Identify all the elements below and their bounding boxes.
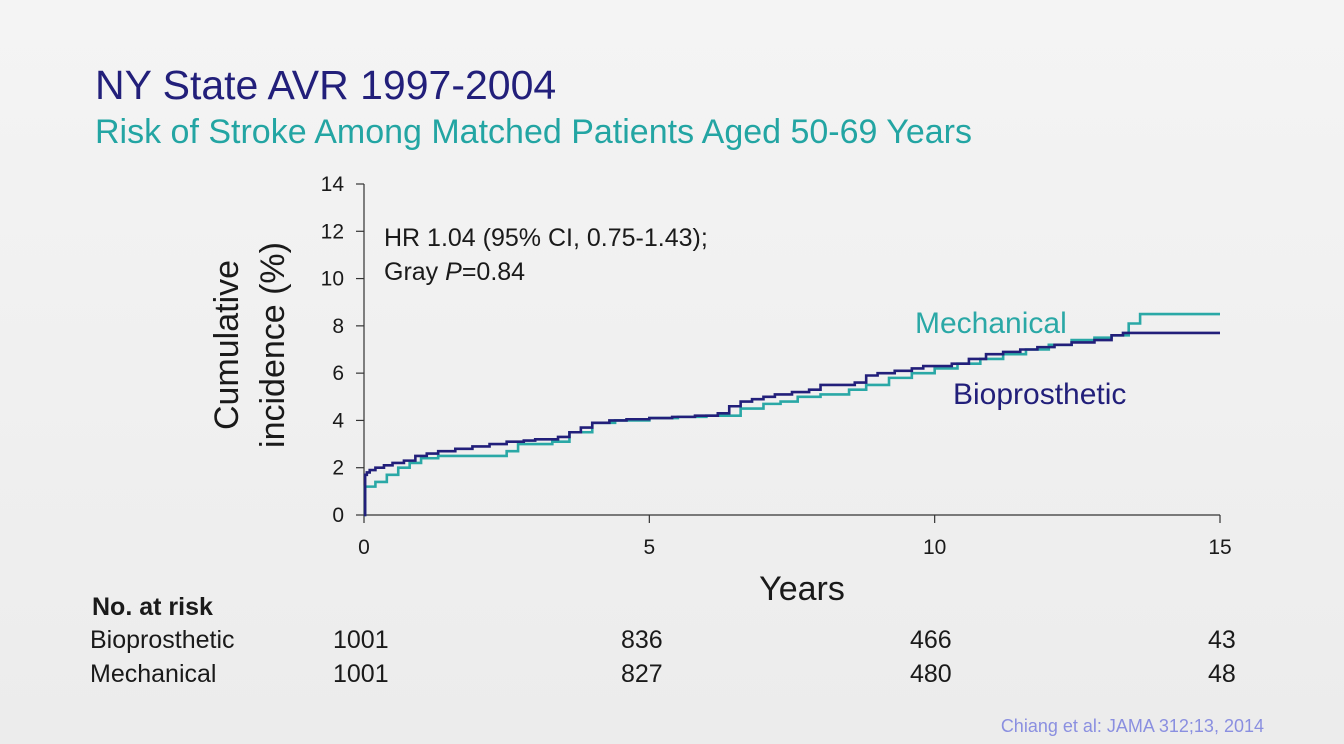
- citation: Chiang et al: JAMA 312;13, 2014: [1000, 716, 1264, 736]
- y-tick-label: 4: [332, 409, 344, 432]
- slide-title: NY State AVR 1997-2004: [95, 62, 557, 108]
- p-value-annotation: Gray P=0.84: [384, 258, 525, 286]
- series-label-mechanical: Mechanical: [915, 307, 1067, 340]
- y-axis-label-line2: incidence (%): [254, 242, 292, 448]
- y-tick-label: 0: [332, 504, 344, 527]
- x-tick-label: 15: [1208, 536, 1231, 559]
- series-line-mechanical: [363, 312, 1220, 517]
- x-tick-label: 0: [358, 536, 370, 559]
- slide-subtitle: Risk of Stroke Among Matched Patients Ag…: [95, 113, 972, 151]
- y-tick-label: 12: [321, 220, 344, 243]
- y-tick-label: 8: [332, 315, 344, 338]
- x-tick-label: 5: [643, 536, 655, 559]
- y-tick-label: 2: [332, 457, 344, 480]
- y-axis-label-line1: Cumulative: [208, 260, 246, 430]
- x-axis-label: Years: [759, 570, 845, 608]
- y-tick-label: 14: [321, 173, 345, 196]
- y-tick-label: 10: [321, 268, 344, 291]
- x-tick-label: 10: [923, 536, 946, 559]
- series-line-bioprosthetic: [363, 331, 1220, 517]
- hazard-ratio-annotation: HR 1.04 (95% CI, 0.75-1.43);: [384, 224, 708, 252]
- y-tick-label: 6: [332, 362, 344, 385]
- series-label-bioprosthetic: Bioprosthetic: [953, 378, 1126, 411]
